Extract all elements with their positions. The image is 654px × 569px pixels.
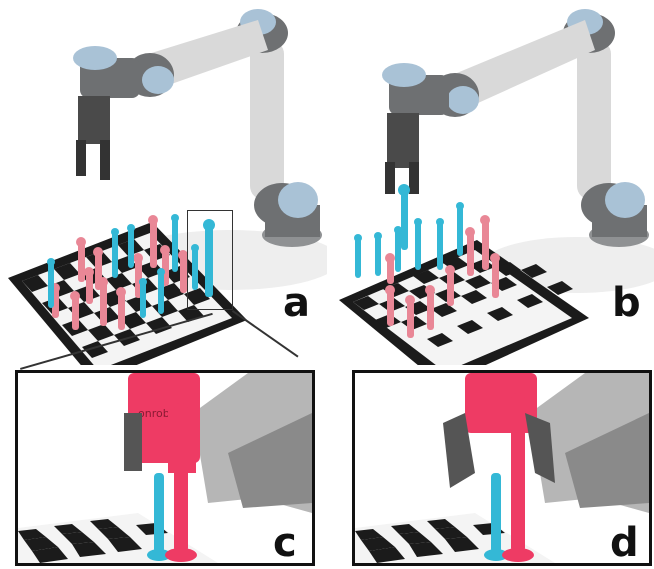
zoom-region-box <box>187 210 233 310</box>
gripper <box>78 96 110 144</box>
panel-a-illustration <box>8 9 327 365</box>
chess-pieces <box>47 214 215 330</box>
panel-c: onrobot c <box>15 370 315 566</box>
panel-b-illustration <box>339 9 654 365</box>
panel-label-b: b <box>612 280 641 326</box>
panel-label-c: c <box>273 520 297 566</box>
chessboard <box>8 222 247 365</box>
panel-b: b <box>327 0 654 365</box>
robot-link <box>228 413 312 508</box>
arm-cap <box>278 182 318 218</box>
panel-label-a: a <box>283 280 310 326</box>
panel-c-illustration: onrobot <box>18 373 312 563</box>
red-piece <box>174 403 188 553</box>
panel-label-d: d <box>610 520 639 566</box>
arm-forearm <box>145 20 268 88</box>
panel-a: a <box>0 0 327 365</box>
panel-d: d <box>352 370 652 566</box>
gripper-jaw-left <box>443 413 475 488</box>
blue-piece <box>154 473 164 553</box>
gripper-jaw-right <box>525 413 555 483</box>
arm-upper <box>250 40 284 200</box>
panel-d-illustration <box>355 373 649 563</box>
